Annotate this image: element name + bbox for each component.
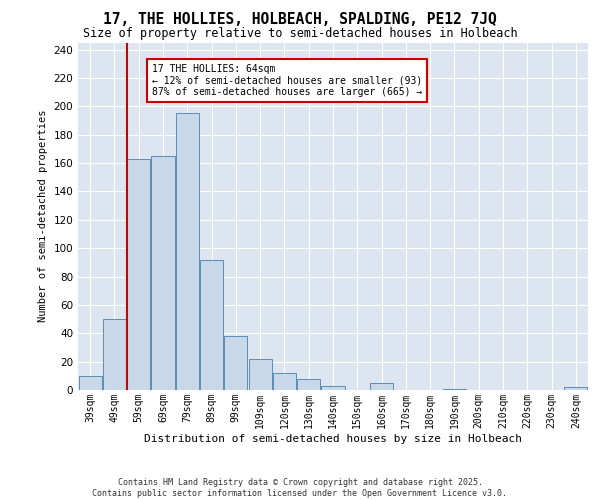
Text: Size of property relative to semi-detached houses in Holbeach: Size of property relative to semi-detach… (83, 28, 517, 40)
Text: Contains HM Land Registry data © Crown copyright and database right 2025.
Contai: Contains HM Land Registry data © Crown c… (92, 478, 508, 498)
Bar (370, 383, 393, 390)
Bar (103, 319, 126, 390)
Bar (200, 260, 223, 390)
Bar (443, 388, 466, 390)
Bar (79, 376, 101, 390)
Bar (248, 359, 272, 390)
X-axis label: Distribution of semi-detached houses by size in Holbeach: Distribution of semi-detached houses by … (144, 434, 522, 444)
Bar (297, 378, 320, 390)
Bar (127, 159, 150, 390)
Bar (322, 386, 344, 390)
Bar (224, 336, 247, 390)
Bar (273, 373, 296, 390)
Text: 17, THE HOLLIES, HOLBEACH, SPALDING, PE12 7JQ: 17, THE HOLLIES, HOLBEACH, SPALDING, PE1… (103, 12, 497, 28)
Text: 17 THE HOLLIES: 64sqm
← 12% of semi-detached houses are smaller (93)
87% of semi: 17 THE HOLLIES: 64sqm ← 12% of semi-deta… (152, 64, 422, 97)
Bar (151, 156, 175, 390)
Bar (565, 387, 587, 390)
Bar (176, 114, 199, 390)
Y-axis label: Number of semi-detached properties: Number of semi-detached properties (38, 110, 48, 322)
